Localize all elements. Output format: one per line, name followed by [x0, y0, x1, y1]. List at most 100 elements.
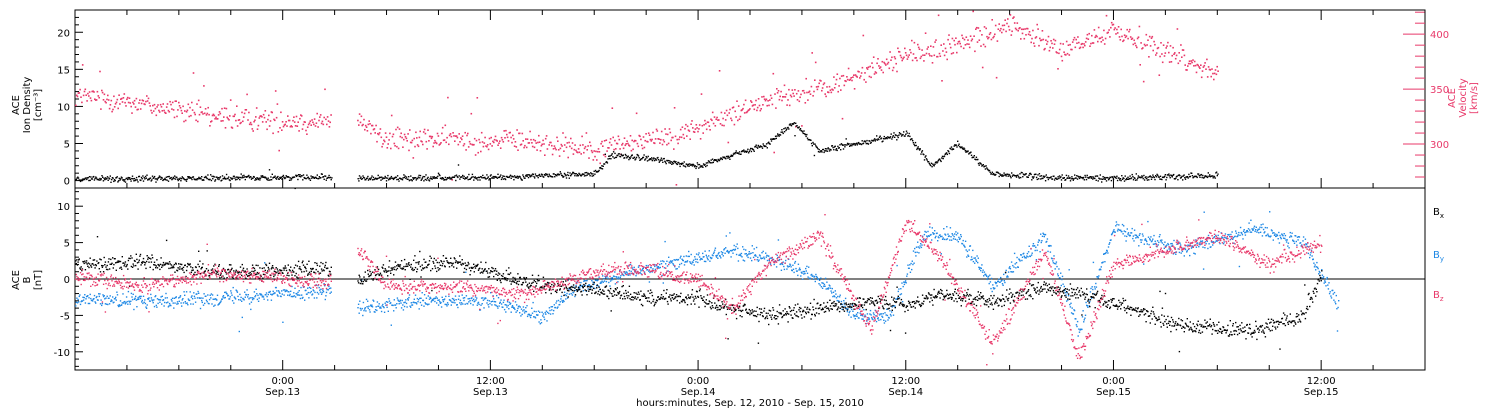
data-point	[227, 294, 230, 297]
data-point	[711, 111, 714, 114]
data-point	[1097, 277, 1099, 279]
data-point	[537, 141, 539, 144]
data-point	[832, 146, 834, 149]
data-point	[427, 176, 429, 179]
data-point	[362, 175, 364, 177]
data-point	[1091, 42, 1094, 44]
data-point	[584, 172, 586, 174]
data-point	[259, 177, 262, 179]
data-point	[360, 115, 363, 118]
data-point	[924, 238, 927, 241]
data-point	[599, 282, 601, 284]
data-point	[1179, 60, 1181, 62]
data-point	[897, 136, 899, 139]
data-point	[754, 104, 756, 106]
data-point	[967, 150, 969, 152]
data-point	[1170, 61, 1173, 63]
data-point	[927, 161, 930, 163]
data-point	[814, 275, 816, 278]
data-point	[385, 301, 388, 303]
data-point	[603, 280, 606, 282]
data-point	[404, 301, 406, 303]
data-point	[672, 263, 674, 265]
data-point	[108, 107, 111, 110]
data-point	[357, 303, 360, 305]
data-point	[181, 299, 183, 301]
data-point	[1173, 53, 1175, 55]
data-point	[592, 174, 595, 177]
data-point	[103, 93, 106, 96]
data-point	[642, 136, 645, 138]
data-point	[1139, 233, 1141, 235]
data-point	[985, 165, 987, 167]
data-point	[328, 285, 330, 288]
data-point	[867, 66, 870, 68]
data-point	[116, 294, 119, 296]
data-point	[293, 176, 296, 178]
data-point	[1182, 175, 1185, 177]
data-point	[1055, 177, 1057, 179]
data-point	[162, 299, 165, 301]
data-point	[121, 177, 123, 179]
data-point	[662, 139, 665, 141]
data-point	[650, 140, 653, 142]
data-point	[695, 167, 697, 170]
data-point	[816, 276, 818, 279]
data-point	[956, 239, 958, 241]
data-point	[871, 316, 873, 319]
data-point	[197, 290, 199, 293]
data-point	[318, 177, 320, 180]
data-point	[136, 298, 139, 301]
data-point	[249, 121, 252, 124]
data-point	[203, 112, 206, 115]
data-point	[411, 180, 413, 182]
data-point	[357, 119, 359, 122]
data-point	[197, 178, 199, 180]
data-point	[229, 296, 231, 298]
data-point	[939, 55, 942, 57]
data-point	[1018, 258, 1020, 260]
data-point	[87, 295, 89, 297]
data-point	[663, 140, 666, 143]
data-point	[841, 303, 844, 306]
data-point	[1007, 271, 1010, 273]
data-point	[429, 135, 432, 138]
data-point	[1167, 41, 1169, 44]
data-point	[594, 169, 597, 172]
data-point	[634, 139, 636, 142]
data-point	[529, 316, 532, 319]
data-point	[1102, 176, 1104, 178]
data-point	[610, 154, 613, 156]
data-point	[789, 123, 791, 125]
data-point	[475, 299, 477, 301]
data-point	[891, 311, 893, 313]
data-point	[1113, 229, 1115, 231]
data-point	[235, 119, 237, 122]
data-point	[271, 173, 273, 175]
data-point	[910, 51, 912, 54]
data-point	[633, 140, 635, 143]
data-point	[788, 88, 790, 91]
data-point	[773, 263, 775, 266]
data-point	[478, 303, 480, 306]
data-point	[110, 300, 112, 303]
data-point	[992, 284, 994, 286]
data-point	[836, 299, 838, 302]
data-point	[1183, 255, 1185, 257]
data-point	[1011, 175, 1014, 177]
data-point	[1188, 173, 1190, 176]
data-point	[728, 251, 730, 253]
data-point	[162, 179, 165, 181]
data-point	[698, 163, 701, 166]
data-point	[250, 308, 252, 311]
data-point	[300, 115, 303, 117]
data-point	[963, 38, 966, 41]
data-point	[993, 35, 995, 38]
data-point	[430, 137, 433, 140]
data-point	[1070, 178, 1072, 180]
data-point	[419, 174, 422, 177]
data-point	[704, 250, 706, 252]
data-point	[712, 252, 715, 255]
data-point	[1029, 255, 1032, 258]
data-point	[936, 232, 938, 234]
